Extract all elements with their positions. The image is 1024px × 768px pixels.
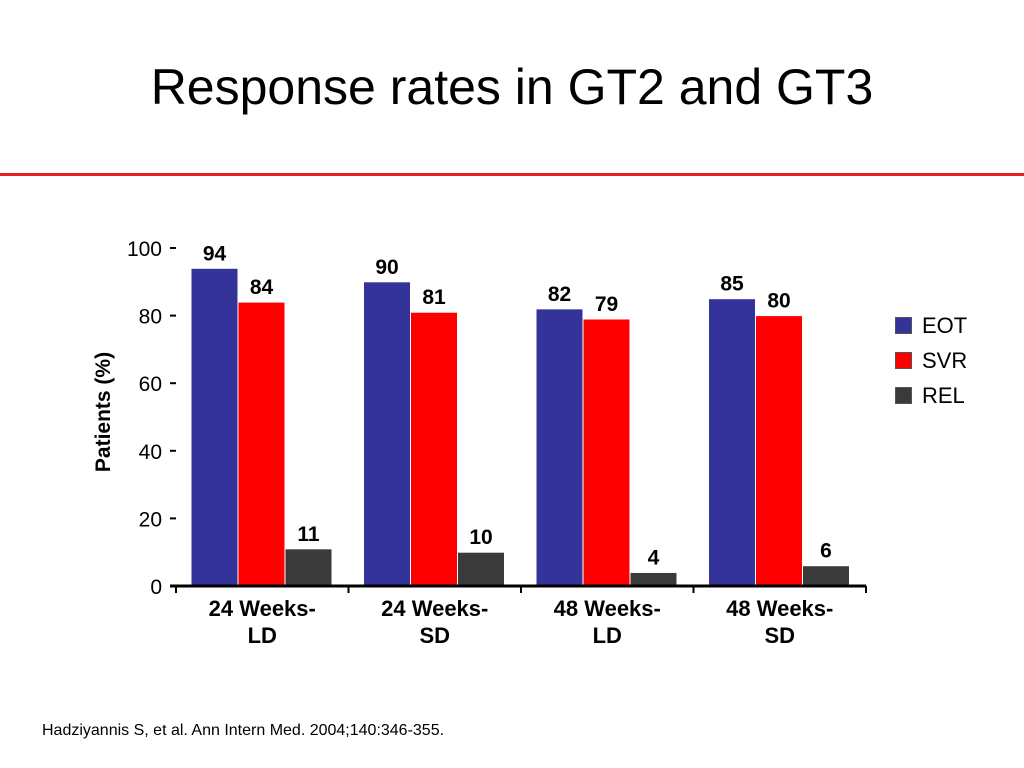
- bar-rel: [629, 571, 678, 587]
- data-label: 94: [203, 242, 227, 265]
- x-category-label: LD: [248, 623, 277, 648]
- legend-item-rel: REL: [895, 378, 967, 413]
- x-category-label: 24 Weeks-: [381, 596, 488, 621]
- data-label: 81: [422, 286, 446, 309]
- y-tick-label: 100: [127, 238, 162, 261]
- data-label: 85: [720, 273, 744, 296]
- legend-swatch-rel: [895, 387, 912, 404]
- chart-legend: EOT SVR REL: [895, 308, 967, 413]
- y-tick-label: 0: [150, 576, 162, 599]
- legend-label-rel: REL: [922, 382, 965, 408]
- bar-svr: [410, 311, 458, 587]
- data-label: 82: [548, 283, 571, 306]
- legend-label-svr: SVR: [922, 347, 968, 373]
- data-label: 84: [250, 276, 274, 299]
- data-label: 79: [595, 293, 618, 316]
- bar-eot: [190, 267, 239, 587]
- y-tick-label: 40: [139, 441, 162, 464]
- legend-item-svr: SVR: [895, 343, 967, 378]
- x-category-label: 48 Weeks-: [726, 596, 833, 621]
- bar-rel: [457, 551, 505, 587]
- data-label: 4: [648, 546, 660, 569]
- y-tick-label: 60: [139, 373, 162, 396]
- legend-item-eot: EOT: [895, 308, 967, 343]
- x-category-label: 24 Weeks-: [209, 596, 316, 621]
- data-label: 80: [767, 290, 790, 313]
- title-divider: [0, 173, 1024, 176]
- citation: Hadziyannis S, et al. Ann Intern Med. 20…: [42, 722, 445, 739]
- bar-svr: [237, 301, 286, 587]
- legend-swatch-svr: [895, 352, 912, 369]
- data-label: 90: [375, 256, 398, 279]
- bar-eot: [708, 298, 756, 587]
- data-label: 11: [297, 523, 320, 546]
- x-category-label: LD: [593, 623, 622, 648]
- bar-eot: [535, 308, 584, 587]
- bar-eot: [363, 281, 411, 587]
- y-tick-label: 80: [139, 306, 162, 329]
- bar-chart: 0 20 40 60 80 100 Patients (%) 94 84 11 90 81 10 82 79…: [92, 238, 867, 648]
- bar-svr: [582, 318, 631, 587]
- y-axis-title: Patients (%): [92, 352, 115, 472]
- data-label: 6: [820, 540, 832, 563]
- data-label: 10: [469, 526, 492, 549]
- x-category-label: SD: [764, 623, 795, 648]
- bar-svr: [755, 315, 803, 587]
- y-tick-label: 20: [139, 508, 162, 531]
- slide-title: Response rates in GT2 and GT3: [150, 59, 874, 115]
- x-category-label: 48 Weeks-: [554, 596, 661, 621]
- legend-swatch-eot: [895, 317, 912, 334]
- bar-rel: [284, 548, 333, 587]
- x-category-label: SD: [419, 623, 450, 648]
- legend-label-eot: EOT: [922, 312, 968, 338]
- bar-rel: [802, 565, 850, 587]
